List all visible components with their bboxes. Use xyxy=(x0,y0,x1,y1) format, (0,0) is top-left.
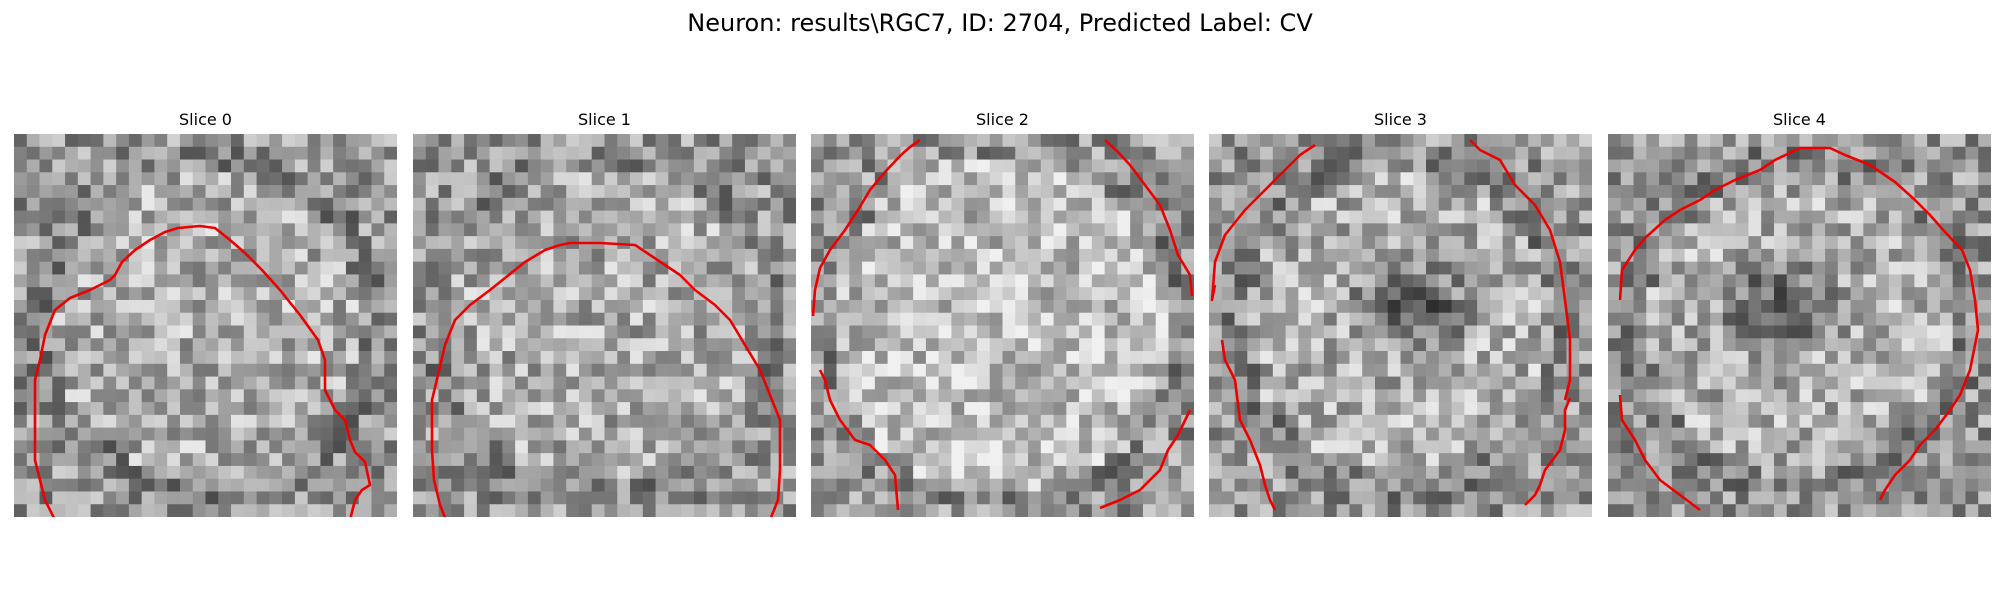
contour-line xyxy=(1099,409,1192,510)
slice-image xyxy=(1608,134,1991,517)
contour-line xyxy=(1220,339,1277,511)
contour-line xyxy=(1878,339,1978,501)
slice-title: Slice 1 xyxy=(578,110,631,129)
pixel-grid xyxy=(811,134,1194,517)
pixel-grid xyxy=(413,134,796,517)
figure-title: Neuron: results\RGC7, ID: 2704, Predicte… xyxy=(687,9,1313,37)
contour-line xyxy=(1210,143,1316,302)
contour-line xyxy=(1524,397,1572,506)
slice-image xyxy=(811,134,1194,517)
contour-line xyxy=(818,369,900,511)
contour-line xyxy=(1469,139,1572,401)
slice-image xyxy=(413,134,796,517)
contour-line xyxy=(430,276,506,517)
contour-line xyxy=(1104,139,1194,297)
slice-image xyxy=(1209,134,1592,517)
slice-title: Slice 3 xyxy=(1374,110,1427,129)
contour-line xyxy=(1618,394,1701,512)
slice-image xyxy=(14,134,397,517)
contour-line xyxy=(811,138,921,317)
pixel-grid xyxy=(14,134,397,517)
slice-title: Slice 4 xyxy=(1773,110,1826,129)
contour-line xyxy=(33,224,372,517)
contour-line xyxy=(504,241,782,517)
slice-title: Slice 2 xyxy=(976,110,1029,129)
contour-line xyxy=(1618,146,1980,341)
slice-title: Slice 0 xyxy=(179,110,232,129)
pixel-grid xyxy=(1209,134,1592,517)
pixel-grid xyxy=(1608,134,1991,517)
